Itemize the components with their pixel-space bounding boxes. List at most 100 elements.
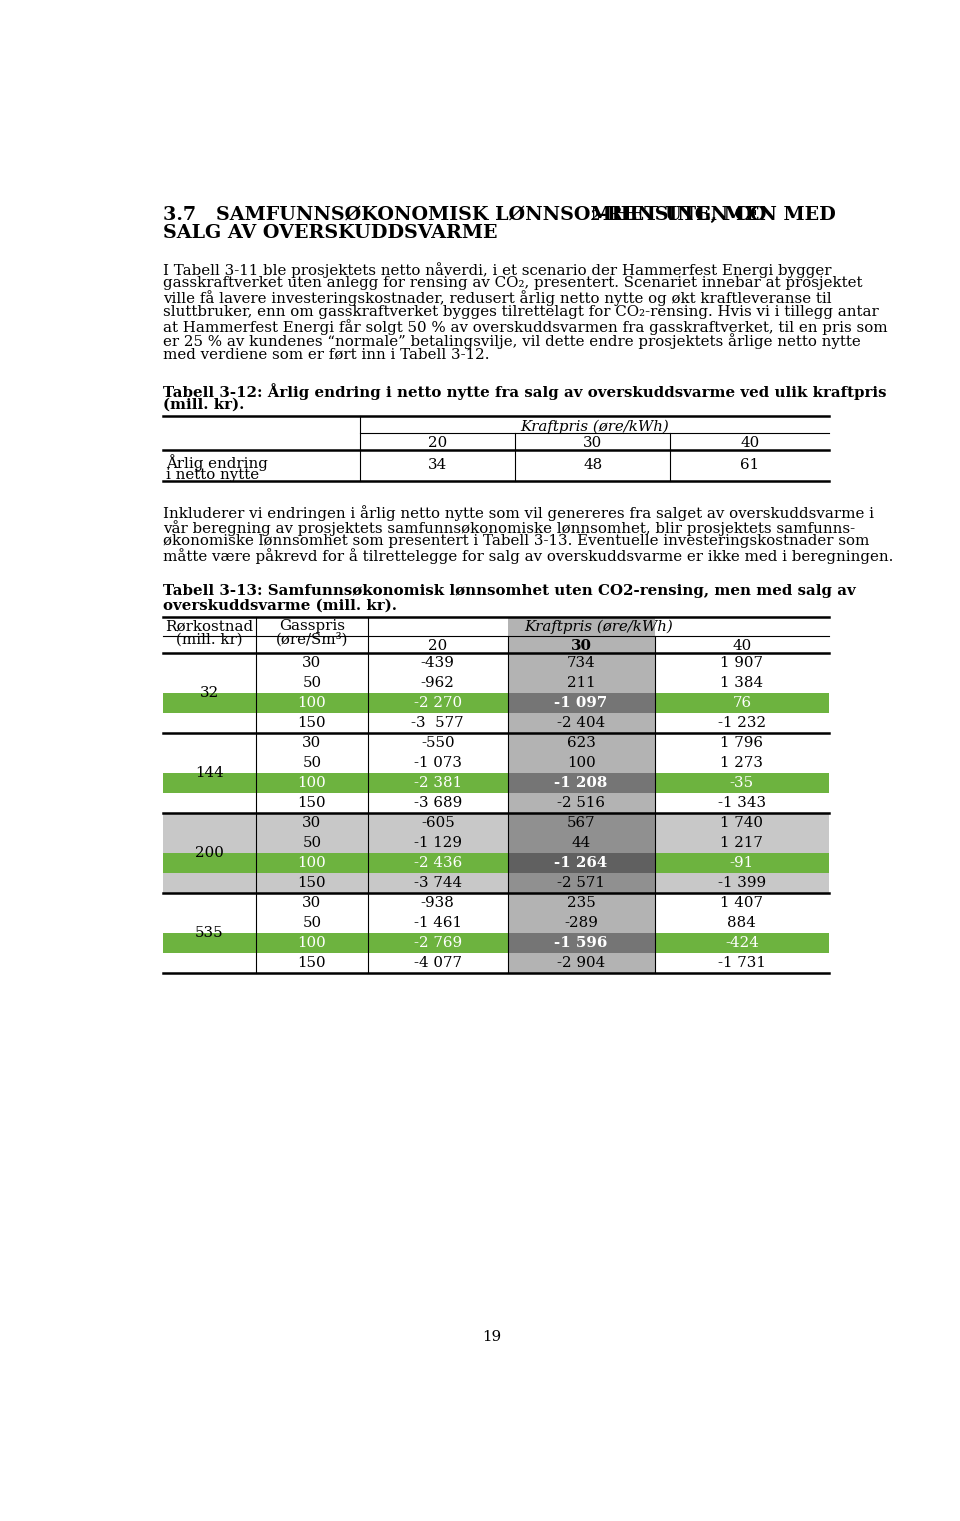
- Text: 50: 50: [302, 756, 322, 770]
- Text: -424: -424: [725, 935, 758, 951]
- Text: -3  577: -3 577: [412, 716, 464, 730]
- Text: 150: 150: [298, 795, 326, 809]
- Text: -962: -962: [420, 675, 455, 689]
- Text: -2 904: -2 904: [557, 955, 605, 970]
- Text: 200: 200: [195, 846, 224, 859]
- Text: 30: 30: [583, 437, 602, 450]
- Text: 100: 100: [298, 776, 326, 789]
- Bar: [508, 853, 655, 873]
- Text: (mill. kr).: (mill. kr).: [162, 397, 244, 411]
- Text: Gasspris: Gasspris: [278, 619, 345, 633]
- Text: vår beregning av prosjektets samfunnsøkonomiske lønnsomhet, blir prosjektets sam: vår beregning av prosjektets samfunnsøko…: [162, 520, 854, 535]
- Text: 150: 150: [298, 876, 326, 890]
- Text: 1 407: 1 407: [720, 896, 763, 910]
- Text: 211: 211: [566, 675, 595, 689]
- Text: 30: 30: [570, 639, 591, 653]
- Text: 76: 76: [732, 695, 752, 710]
- Text: I Tabell 3-11 ble prosjektets netto nåverdi, i et scenario der Hammerfest Energi: I Tabell 3-11 ble prosjektets netto nåve…: [162, 262, 831, 278]
- Text: 34: 34: [428, 458, 447, 473]
- Text: Rørkostnad: Rørkostnad: [165, 619, 253, 633]
- Text: 20: 20: [428, 639, 447, 653]
- Text: 1 796: 1 796: [720, 736, 763, 750]
- Text: -1 208: -1 208: [555, 776, 608, 789]
- Bar: [162, 932, 508, 952]
- Text: 30: 30: [302, 736, 322, 750]
- Text: 50: 50: [302, 916, 322, 929]
- Text: måtte være påkrevd for å tilrettelegge for salg av overskuddsvarme er ikke med i: måtte være påkrevd for å tilrettelegge f…: [162, 548, 893, 564]
- Text: -550: -550: [420, 736, 455, 750]
- Text: 30: 30: [302, 896, 322, 910]
- Text: -91: -91: [730, 856, 754, 870]
- Text: gasskraftverket uten anlegg for rensing av CO₂, presentert. Scenariet innebar at: gasskraftverket uten anlegg for rensing …: [162, 277, 862, 291]
- Text: (øre/Sm³): (øre/Sm³): [276, 633, 348, 646]
- Text: -1 399: -1 399: [718, 876, 766, 890]
- Text: 884: 884: [728, 916, 756, 929]
- Text: 2: 2: [589, 210, 599, 224]
- Text: -1 264: -1 264: [555, 856, 608, 870]
- Text: 100: 100: [566, 756, 595, 770]
- Bar: [655, 773, 829, 792]
- Bar: [508, 893, 655, 973]
- Text: 144: 144: [195, 765, 224, 780]
- Text: overskuddsvarme (mill. kr).: overskuddsvarme (mill. kr).: [162, 598, 396, 613]
- Text: 30: 30: [302, 815, 322, 830]
- Text: 235: 235: [566, 896, 595, 910]
- Text: 535: 535: [195, 926, 224, 940]
- Text: -RENSING, MEN MED: -RENSING, MEN MED: [599, 205, 836, 224]
- Text: 1 384: 1 384: [720, 675, 763, 689]
- Text: -2 404: -2 404: [557, 716, 605, 730]
- Text: -1 731: -1 731: [718, 955, 766, 970]
- Text: 44: 44: [571, 837, 590, 850]
- Bar: [508, 932, 655, 952]
- Text: 623: 623: [566, 736, 595, 750]
- Text: 50: 50: [302, 837, 322, 850]
- Bar: [655, 853, 829, 873]
- Text: -938: -938: [420, 896, 455, 910]
- Text: (mill. kr): (mill. kr): [176, 633, 242, 646]
- Text: 30: 30: [302, 656, 322, 669]
- Text: med verdiene som er ført inn i Tabell 3-12.: med verdiene som er ført inn i Tabell 3-…: [162, 347, 490, 362]
- Text: 100: 100: [298, 856, 326, 870]
- Text: 32: 32: [200, 686, 219, 700]
- Text: 150: 150: [298, 955, 326, 970]
- Text: Kraftpris (øre/kWh): Kraftpris (øre/kWh): [520, 420, 669, 433]
- Text: 567: 567: [566, 815, 595, 830]
- Text: Kraftpris (øre/kWh): Kraftpris (øre/kWh): [524, 619, 673, 634]
- Text: -35: -35: [730, 776, 754, 789]
- Text: -2 381: -2 381: [414, 776, 462, 789]
- Text: -3 689: -3 689: [414, 795, 462, 809]
- Text: Tabell 3-12: Årlig endring i netto nytte fra salg av overskuddsvarme ved ulik kr: Tabell 3-12: Årlig endring i netto nytte…: [162, 383, 886, 400]
- Text: 1 740: 1 740: [720, 815, 763, 830]
- Text: 61: 61: [740, 458, 759, 473]
- Bar: [655, 812, 829, 893]
- Bar: [162, 853, 508, 873]
- Bar: [162, 812, 368, 893]
- Text: -2 270: -2 270: [414, 695, 462, 710]
- Text: sluttbruker, enn om gasskraftverket bygges tilrettelagt for CO₂-rensing. Hvis vi: sluttbruker, enn om gasskraftverket bygg…: [162, 304, 878, 318]
- Bar: [368, 812, 508, 893]
- Text: i netto nytte: i netto nytte: [166, 468, 259, 482]
- Text: -1 461: -1 461: [414, 916, 462, 929]
- Bar: [508, 653, 655, 733]
- Text: 3.7   SAMFUNNSØKONOMISK LØNNSOMHET UTEN CO: 3.7 SAMFUNNSØKONOMISK LØNNSOMHET UTEN CO: [162, 205, 766, 224]
- Text: 1 273: 1 273: [720, 756, 763, 770]
- Text: -2 516: -2 516: [557, 795, 605, 809]
- Text: 150: 150: [298, 716, 326, 730]
- Bar: [655, 932, 829, 952]
- Text: 40: 40: [740, 437, 759, 450]
- Text: -1 129: -1 129: [414, 837, 462, 850]
- Text: -1 097: -1 097: [555, 695, 608, 710]
- Text: -605: -605: [420, 815, 455, 830]
- Text: at Hammerfest Energi får solgt 50 % av overskuddsvarmen fra gasskraftverket, til: at Hammerfest Energi får solgt 50 % av o…: [162, 319, 887, 335]
- Text: -4 077: -4 077: [414, 955, 462, 970]
- Bar: [508, 773, 655, 792]
- Text: 100: 100: [298, 935, 326, 951]
- Text: økonomiske lønnsomhet som presentert i Tabell 3-13. Eventuelle investeringskostn: økonomiske lønnsomhet som presentert i T…: [162, 534, 869, 548]
- Text: 19: 19: [483, 1329, 501, 1345]
- Text: Tabell 3-13: Samfunnsøkonomisk lønnsomhet uten CO2-rensing, men med salg av: Tabell 3-13: Samfunnsøkonomisk lønnsomhe…: [162, 584, 855, 598]
- Text: ville få lavere investeringskostnader, redusert årlig netto nytte og økt kraftle: ville få lavere investeringskostnader, r…: [162, 291, 831, 306]
- Text: 1 907: 1 907: [720, 656, 763, 669]
- Text: SALG AV OVERSKUDDSVARME: SALG AV OVERSKUDDSVARME: [162, 224, 497, 242]
- Text: 40: 40: [732, 639, 752, 653]
- Bar: [162, 692, 508, 713]
